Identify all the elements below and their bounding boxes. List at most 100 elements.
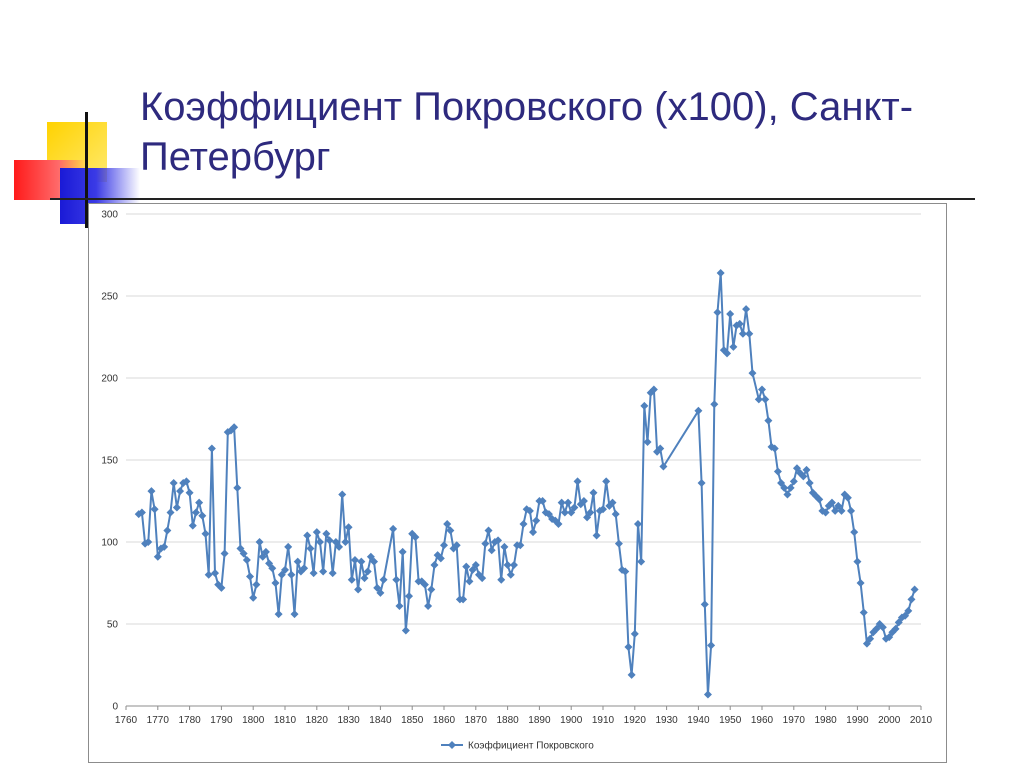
data-point-marker	[341, 538, 350, 546]
data-point-marker	[713, 308, 722, 317]
data-point-marker	[258, 552, 267, 561]
x-tick-label: 1760	[115, 715, 138, 726]
data-point-marker	[163, 526, 172, 535]
data-point-marker	[446, 526, 455, 535]
data-point-marker	[420, 580, 429, 589]
data-point-marker	[554, 519, 563, 528]
y-axis-ticks: 0 50 100 150 200 250 300	[101, 210, 118, 713]
data-point-marker	[220, 549, 229, 558]
data-point-marker	[293, 557, 302, 566]
data-point-marker	[503, 560, 512, 569]
data-point-marker	[284, 542, 293, 551]
data-point-marker	[236, 544, 245, 553]
x-tick-label: 1910	[592, 715, 615, 726]
data-point-marker	[624, 642, 633, 651]
data-point-marker	[611, 510, 620, 519]
x-tick-label: 1860	[433, 715, 456, 726]
data-point-marker	[614, 539, 623, 548]
series-layer	[134, 269, 919, 699]
y-tick-label: 300	[101, 210, 118, 221]
data-point-marker	[659, 462, 668, 471]
data-point-marker	[395, 601, 404, 610]
x-tick-label: 1830	[337, 715, 360, 726]
data-point-marker	[312, 528, 321, 537]
data-point-marker	[732, 321, 741, 330]
data-point-marker	[169, 478, 178, 487]
data-point-marker	[325, 536, 334, 545]
data-point-marker	[564, 498, 573, 507]
x-tick-label: 1920	[624, 715, 647, 726]
data-point-marker	[525, 506, 534, 515]
data-point-marker	[742, 305, 751, 314]
data-point-marker	[586, 508, 595, 517]
data-point-marker	[255, 538, 264, 546]
data-point-marker	[427, 585, 436, 594]
x-tick-label: 1780	[178, 715, 201, 726]
data-point-marker	[338, 490, 347, 499]
data-point-marker	[910, 585, 919, 594]
data-point-marker	[656, 444, 665, 453]
data-point-marker	[309, 569, 318, 578]
data-point-marker	[211, 569, 220, 578]
data-point-marker	[573, 477, 582, 486]
data-point-marker	[452, 541, 461, 550]
data-point-marker	[799, 472, 808, 481]
data-point-marker	[147, 487, 156, 496]
data-point-marker	[745, 329, 754, 338]
data-point-marker	[230, 423, 239, 432]
data-point-marker	[277, 570, 286, 579]
data-point-marker	[144, 538, 153, 546]
data-point-marker	[738, 329, 747, 338]
legend-label: Коэффициент Покровского	[468, 740, 594, 752]
data-point-marker	[544, 510, 553, 519]
data-point-marker	[201, 529, 210, 538]
data-point-marker	[191, 508, 200, 517]
data-point-marker	[567, 508, 576, 517]
data-point-marker	[465, 577, 474, 586]
data-point-marker	[370, 557, 379, 566]
chart-legend: Коэффициент Покровского	[441, 740, 594, 752]
data-point-marker	[249, 593, 258, 602]
data-point-marker	[859, 608, 868, 617]
data-point-marker	[710, 400, 719, 409]
data-point-marker	[494, 536, 503, 545]
data-point-marker	[707, 641, 716, 650]
x-tick-label: 2010	[910, 715, 933, 726]
data-point-marker	[392, 575, 401, 584]
data-point-marker	[764, 416, 773, 425]
data-point-marker	[748, 369, 757, 378]
data-point-marker	[306, 544, 315, 553]
data-point-marker	[506, 570, 515, 579]
data-point-marker	[137, 508, 146, 517]
data-point-marker	[560, 508, 569, 517]
data-point-marker	[780, 483, 789, 492]
x-tick-label: 1940	[687, 715, 710, 726]
data-point-marker	[303, 531, 312, 540]
data-point-marker	[376, 588, 385, 597]
x-tick-label: 1880	[496, 715, 519, 726]
data-point-marker	[176, 487, 185, 496]
data-point-marker	[777, 478, 786, 487]
data-point-marker	[401, 626, 410, 635]
data-point-marker	[405, 592, 414, 601]
data-point-marker	[853, 557, 862, 566]
data-point-marker	[344, 523, 353, 532]
data-point-marker	[182, 477, 191, 486]
data-point-marker	[246, 572, 255, 581]
x-tick-label: 1980	[814, 715, 837, 726]
data-point-marker	[599, 505, 607, 514]
data-point-marker	[198, 511, 207, 520]
y-tick-label: 0	[112, 702, 118, 713]
data-point-marker	[354, 585, 363, 594]
data-point-marker	[207, 444, 216, 453]
data-point-marker	[608, 498, 617, 507]
x-tick-label: 2000	[878, 715, 901, 726]
x-tick-label: 1890	[528, 715, 551, 726]
data-point-marker	[583, 513, 592, 522]
data-point-marker	[821, 508, 830, 517]
series-line	[138, 272, 916, 696]
data-point-marker	[265, 559, 274, 568]
data-point-marker	[347, 575, 356, 584]
data-point-marker	[389, 524, 398, 533]
